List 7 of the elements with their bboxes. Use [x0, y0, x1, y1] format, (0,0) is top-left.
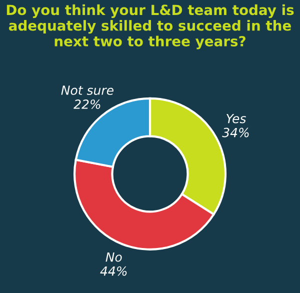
- data-label: 34%: [222, 128, 249, 138]
- slice-label: Yes: [226, 114, 246, 124]
- chart-title: Do you think your L&D team today is adequately skilled to succeed in the next two to three years?: [6, 4, 294, 50]
- slice-label: Not sure: [61, 86, 114, 95]
- data-label: 44%: [100, 266, 127, 276]
- data-label: 22%: [74, 99, 100, 109]
- slice-label: No: [106, 252, 122, 262]
